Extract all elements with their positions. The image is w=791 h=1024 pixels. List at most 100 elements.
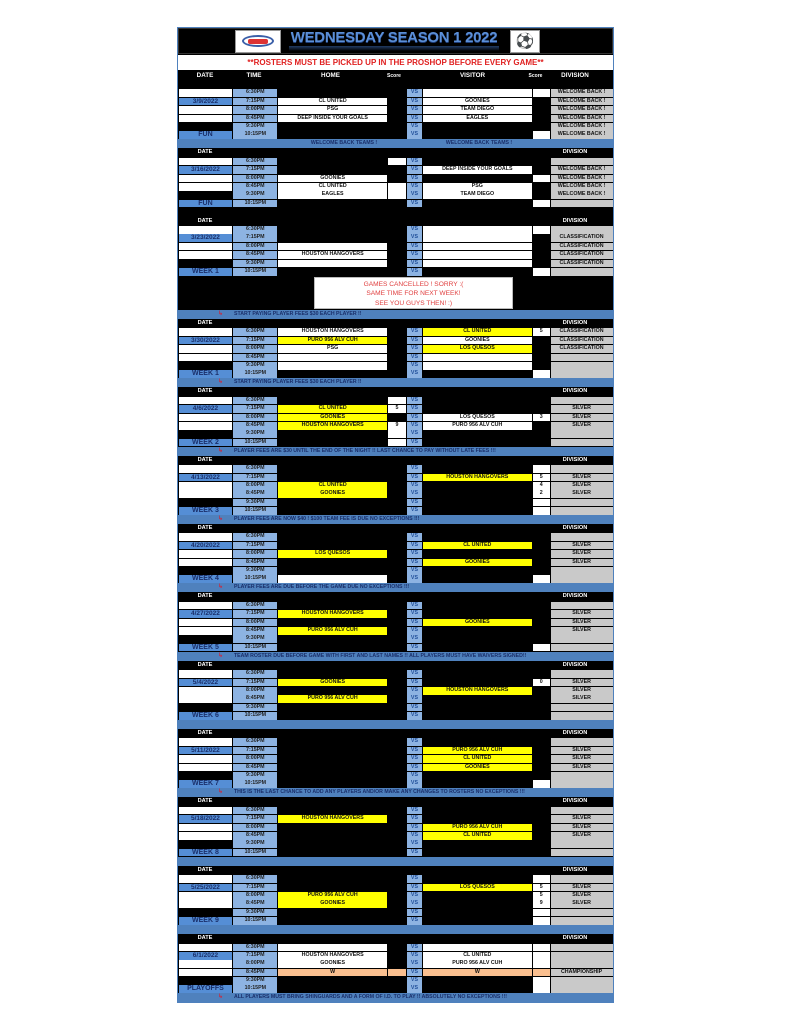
- division-cell: [550, 875, 613, 883]
- col-vs: [403, 71, 418, 81]
- time-cell: 7:15PM: [233, 746, 278, 755]
- home-score: [388, 567, 406, 575]
- date-filler: [178, 259, 233, 268]
- home-team: [278, 465, 388, 473]
- time-cell: 10:15PM: [233, 370, 278, 378]
- home-team: [278, 601, 388, 610]
- time-cell: 8:45PM: [233, 695, 278, 703]
- game-row: 8:45PM PURO 956 ALV CUH VS SILVER: [178, 695, 613, 703]
- game-row: FUN 10:15PM VS: [178, 199, 613, 208]
- visitor-score: [532, 370, 550, 378]
- game-row: 9:30PM VS: [178, 498, 613, 507]
- visitor-team: [422, 396, 532, 405]
- vs-label: VS: [406, 234, 422, 243]
- date-filler: [178, 251, 233, 259]
- time-cell: 8:00PM: [233, 755, 278, 763]
- home-team: [278, 122, 388, 131]
- date-filler: [178, 755, 233, 763]
- vs-label: VS: [406, 686, 422, 695]
- visitor-score: [532, 336, 550, 345]
- home-score: [388, 413, 406, 422]
- division-cell: [550, 943, 613, 952]
- visitor-team: EAGLES: [422, 114, 532, 123]
- home-team: [278, 746, 388, 755]
- visitor-team: CL UNITED: [422, 541, 532, 550]
- home-score: [388, 968, 406, 977]
- block-header: DATE DIVISION: [178, 797, 613, 806]
- time-cell: 9:30PM: [233, 430, 278, 438]
- time-cell: 8:45PM: [233, 490, 278, 498]
- visitor-score: [532, 89, 550, 97]
- division-cell: SILVER: [550, 823, 613, 832]
- visitor-score: [532, 166, 550, 174]
- time-cell: 8:45PM: [233, 832, 278, 840]
- date-header: DATE: [197, 661, 213, 668]
- visitor-team: [422, 550, 532, 558]
- vs-label: VS: [406, 891, 422, 900]
- home-score: [388, 746, 406, 755]
- visitor-score: [532, 106, 550, 114]
- home-score: [388, 131, 406, 139]
- note-text: ALL PLAYERS MUST BRING SHINGUARDS AND A …: [234, 994, 507, 1001]
- page-title: WEDNESDAY SEASON 1 2022: [290, 29, 498, 46]
- week-block: 6:30PM VS WELCOME BACK ! 3/9/2022 7:15PM CL U…: [178, 89, 613, 149]
- home-score: [388, 678, 406, 687]
- note-text: PLAYER FEES ARE $30 UNTIL THE END OF THE…: [234, 447, 496, 454]
- visitor-team: [422, 507, 532, 515]
- visitor-team: GOONIES: [422, 97, 532, 106]
- game-row: 6:30PM VS: [178, 465, 613, 473]
- visitor-team: PURO 956 ALV CUH: [422, 823, 532, 832]
- visitor-score: [532, 755, 550, 763]
- time-cell: 9:30PM: [233, 361, 278, 370]
- date-cell: 5/4/2022: [178, 678, 233, 687]
- division-cell: [550, 643, 613, 652]
- home-score: [388, 806, 406, 815]
- vs-label: VS: [406, 507, 422, 515]
- visitor-score: [532, 507, 550, 515]
- division-cell: CHAMPIONSHIP: [550, 968, 613, 977]
- date-header: DATE: [197, 320, 213, 327]
- home-score: [388, 670, 406, 678]
- time-cell: 8:00PM: [233, 481, 278, 490]
- home-team: [278, 157, 388, 166]
- game-row: 8:45PM GOONIES VS 2 SILVER: [178, 490, 613, 498]
- time-cell: 7:15PM: [233, 541, 278, 550]
- visitor-score: [532, 670, 550, 678]
- division-cell: SILVER: [550, 626, 613, 635]
- visitor-score: [532, 977, 550, 985]
- home-team: [278, 806, 388, 815]
- game-row: 8:45PM HOUSTON HANGOVERS 9 VS PURO 956 ALV C…: [178, 421, 613, 430]
- vs-label: VS: [406, 465, 422, 473]
- block-header: DATE DIVISION: [178, 319, 613, 328]
- visitor-score: [532, 806, 550, 815]
- vs-label: VS: [406, 840, 422, 848]
- home-team: [278, 438, 388, 447]
- date-filler: [178, 396, 233, 405]
- vs-label: VS: [406, 815, 422, 823]
- home-team: [278, 823, 388, 832]
- game-row: 4/6/2022 7:15PM CL UNITED 5 VS SILVER: [178, 405, 613, 413]
- arrow-icon: ↳: [218, 994, 224, 1001]
- home-score: [388, 438, 406, 447]
- time-cell: 8:00PM: [233, 174, 278, 183]
- time-cell: 8:45PM: [233, 182, 278, 191]
- col-visitor: VISITOR: [459, 72, 486, 79]
- date-filler: [178, 361, 233, 370]
- week-label: WEEK 8: [178, 848, 233, 857]
- week-label: WEEK 7: [178, 780, 233, 789]
- division-cell: SILVER: [550, 815, 613, 823]
- game-row: 9:30PM VS: [178, 977, 613, 985]
- time-cell: 8:45PM: [233, 251, 278, 259]
- week-label: WEEK 1: [178, 268, 233, 276]
- division-cell: SILVER: [550, 405, 613, 413]
- visitor-team: [422, 234, 532, 243]
- week-note: ↳ ALL PLAYERS MUST BRING SHINGUARDS AND A…: [178, 993, 613, 1003]
- home-score: [388, 823, 406, 832]
- home-team: HOUSTON HANGOVERS: [278, 610, 388, 618]
- visitor-score: [532, 199, 550, 208]
- home-team: PSG: [278, 345, 388, 353]
- home-team: [278, 712, 388, 720]
- week-note: ↳ START PAYING PLAYER FEES $30 EACH PLAYE…: [178, 378, 613, 388]
- home-score: [388, 336, 406, 345]
- home-team: [278, 738, 388, 747]
